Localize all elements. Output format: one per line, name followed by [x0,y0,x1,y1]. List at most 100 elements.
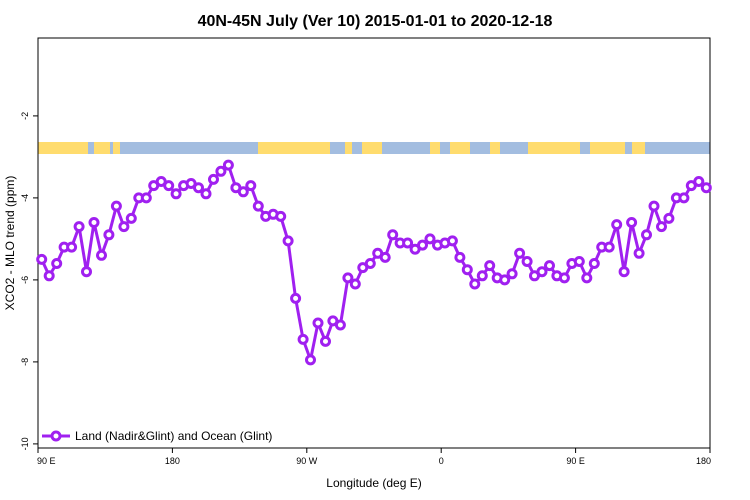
data-point [312,317,324,329]
data-point [514,247,526,259]
data-point [170,188,182,200]
data-point [252,200,264,212]
surface-land-segment [258,142,330,154]
data-point [364,258,376,269]
x-tick-label: 90 E [566,456,585,466]
data-point [618,266,630,278]
data-point [424,233,436,245]
surface-land-segment [113,142,120,154]
data-point [245,180,257,192]
data-point [603,241,615,253]
y-tick-label: -6 [20,276,30,284]
data-point [110,200,122,212]
x-tick-label: 180 [165,456,180,466]
surface-land-segment [490,142,500,154]
x-axis-label: Longitude (deg E) [326,476,421,490]
y-axis-label: XCO2 - MLO trend (ppm) [3,176,17,311]
data-point [237,186,249,198]
data-point [349,278,361,290]
y-tick-label: -4 [20,194,30,202]
legend: Land (Nadir&Glint) and Ocean (Glint) [42,429,272,443]
data-point [305,354,316,366]
data-point [611,219,623,231]
data-point [648,200,660,212]
x-tick-label: 0 [439,456,444,466]
data-point [387,229,399,241]
x-axis: 90 E 180 90 W 0 90 E 180 [37,448,711,466]
data-point [36,253,48,265]
data-point [320,335,331,347]
data-point [66,241,78,253]
x-tick-label: 180 [696,456,711,466]
data-point [334,319,346,331]
data-point [700,182,712,194]
data-point [693,176,705,187]
data-point [476,270,488,282]
data-point [51,258,63,269]
data-point [402,237,414,249]
data-point [193,182,204,194]
data-point [379,251,391,263]
y-tick-label: -8 [20,358,30,366]
data-point [140,192,152,204]
data-point [499,274,511,286]
data-point [663,212,675,224]
data-point [581,272,593,284]
surface-land-segment [38,142,88,154]
data-point [118,221,130,233]
series-group [36,159,712,366]
data-point [454,251,466,263]
data-point [208,173,219,185]
plot-frame [37,37,711,449]
data-point [641,229,652,241]
data-point [290,292,302,304]
data-point [536,266,548,278]
surface-land-segment [450,142,470,154]
data-point [275,210,287,222]
data-point [544,260,555,272]
data-point [506,268,518,280]
surface-type-strip [38,142,710,154]
surface-land-segment [362,142,382,154]
data-point [103,229,115,241]
x-tick-label: 90 W [296,456,318,466]
data-point [342,272,354,284]
data-point [521,256,533,267]
legend-label: Land (Nadir&Glint) and Ocean (Glint) [75,429,272,443]
data-point [633,247,645,259]
data-point [297,333,309,345]
data-point [73,221,85,233]
data-point [200,188,212,200]
surface-land-segment [345,142,352,154]
surface-land-segment [430,142,440,154]
x-tick-label: 90 E [37,456,56,466]
y-tick-label: -2 [20,112,30,120]
data-point [656,221,667,233]
data-point [558,272,570,284]
surface-land-segment [94,142,110,154]
legend-marker [50,430,62,442]
data-point [461,264,473,276]
data-point [469,278,481,290]
surface-land-segment [528,142,580,154]
data-point [484,260,496,272]
data-point [88,217,100,228]
surface-land-segment [590,142,625,154]
data-point [573,256,585,267]
data-point [626,217,638,228]
data-point [125,212,137,224]
data-point [282,235,294,247]
data-point [215,165,227,177]
chart-title: 40N-45N July (Ver 10) 2015-01-01 to 2020… [198,13,553,30]
data-point [163,180,175,192]
y-tick-label: -10 [20,437,30,450]
data-point [222,159,234,171]
data-point [417,239,428,251]
data-point [96,249,107,261]
surface-land-segment [632,142,645,154]
data-point [588,258,600,269]
data-point [81,266,92,278]
data-point [678,192,690,204]
data-point [43,270,55,282]
